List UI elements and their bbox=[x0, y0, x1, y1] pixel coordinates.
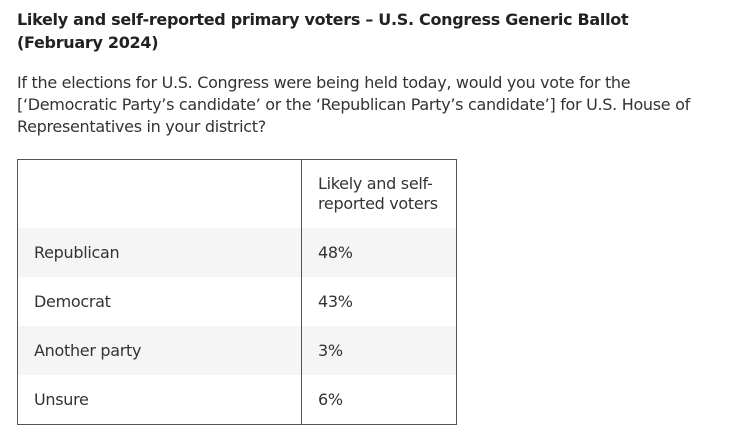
header-voters-column: Likely and self-reported voters bbox=[302, 160, 457, 229]
table-body: Republican 48% Democrat 43% Another part… bbox=[18, 228, 457, 425]
row-label: Another party bbox=[18, 326, 302, 375]
header-empty-cell bbox=[18, 160, 302, 229]
survey-question: If the elections for U.S. Congress were … bbox=[17, 72, 722, 138]
header-row: Likely and self-reported voters bbox=[18, 160, 457, 229]
row-value: 43% bbox=[302, 277, 457, 326]
row-label: Unsure bbox=[18, 375, 302, 425]
row-label: Democrat bbox=[18, 277, 302, 326]
table-row: Another party 3% bbox=[18, 326, 457, 375]
row-value: 6% bbox=[302, 375, 457, 425]
row-value: 48% bbox=[302, 228, 457, 277]
row-value: 3% bbox=[302, 326, 457, 375]
row-label: Republican bbox=[18, 228, 302, 277]
table-row: Democrat 43% bbox=[18, 277, 457, 326]
table-header: Likely and self-reported voters bbox=[18, 160, 457, 229]
results-table: Likely and self-reported voters Republic… bbox=[17, 159, 457, 425]
table-row: Unsure 6% bbox=[18, 375, 457, 425]
table-row: Republican 48% bbox=[18, 228, 457, 277]
page-title: Likely and self-reported primary voters … bbox=[17, 8, 707, 54]
